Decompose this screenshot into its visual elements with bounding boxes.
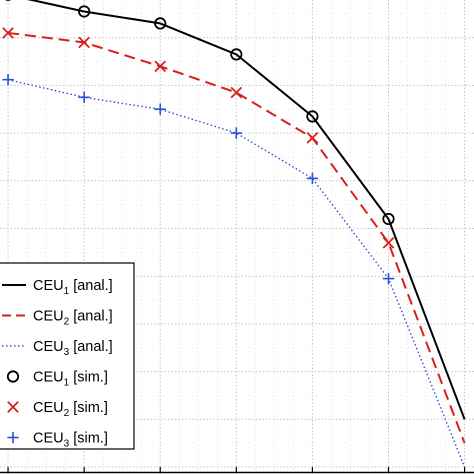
data-point [306, 172, 319, 185]
legend-label-subscript: 1 [64, 286, 70, 297]
series-ceu1_anal [27, 0, 466, 420]
legend-swatch-marker [7, 431, 19, 444]
marker-stroke [154, 60, 167, 73]
marker-stroke [2, 27, 14, 39]
series-ceu1_sim [4, 0, 395, 226]
legend-label-suffix: [anal.] [69, 278, 113, 294]
legend-label-main: CEU [33, 431, 64, 447]
data-point [230, 86, 243, 99]
marker-stroke [306, 132, 319, 144]
legend-label-subscript: 2 [64, 317, 70, 328]
legend-label: CEU1 [anal.] [33, 278, 113, 297]
legend-label-main: CEU [33, 339, 64, 355]
legend-swatch-marker [7, 401, 19, 413]
data-point [382, 212, 395, 226]
series-ceu2_sim [2, 27, 395, 249]
data-point [78, 91, 90, 104]
legend-label-main: CEU [33, 400, 64, 416]
legend-box [0, 262, 135, 450]
data-point [382, 272, 395, 285]
data-point [154, 60, 167, 73]
legend-entry-ceu1_sim: CEU1 [sim.] [6, 370, 108, 389]
legend-entry-ceu3_sim: CEU3 [sim.] [7, 431, 108, 450]
legend-label-subscript: 1 [64, 378, 70, 389]
marker-stroke [382, 236, 395, 249]
legend-label-main: CEU [33, 309, 64, 325]
marker-stroke [78, 36, 90, 49]
legend: CEU1 [anal.]CEU2 [anal.]CEU3 [anal.]CEU1… [0, 262, 135, 450]
legend-label: CEU2 [sim.] [33, 400, 108, 419]
legend-label-subscript: 2 [64, 408, 70, 419]
data-point [78, 5, 91, 18]
data-point [2, 73, 14, 86]
data-point [154, 103, 166, 115]
data-point [306, 132, 319, 144]
marker-stroke [7, 401, 19, 413]
legend-label-suffix: [anal.] [69, 309, 113, 325]
data-point [230, 48, 243, 61]
marker-stroke [230, 86, 243, 99]
legend-swatch-marker [6, 370, 20, 383]
data-point [78, 36, 90, 49]
data-point [2, 27, 14, 39]
legend-label-suffix: [sim.] [69, 370, 108, 386]
data-point [154, 17, 167, 30]
legend-label: CEU2 [anal.] [33, 309, 113, 328]
legend-entry-ceu3_anal: CEU3 [anal.] [2, 339, 113, 358]
legend-label-subscript: 3 [64, 439, 70, 450]
data-point [382, 236, 395, 249]
legend-entry-ceu2_sim: CEU2 [sim.] [7, 400, 108, 419]
data-point [230, 127, 243, 139]
legend-label-suffix: [sim.] [69, 400, 108, 416]
series-line [27, 0, 466, 420]
series-layer [2, 0, 466, 468]
legend-entry-ceu1_anal: CEU1 [anal.] [2, 278, 113, 297]
legend-label-main: CEU [33, 278, 64, 294]
series-ceu3_sim [2, 73, 395, 285]
legend-label: CEU3 [anal.] [33, 339, 113, 358]
data-point [306, 110, 319, 123]
legend-label-suffix: [anal.] [69, 339, 113, 355]
legend-entry-ceu2_anal: CEU2 [anal.] [2, 309, 113, 328]
legend-label-suffix: [sim.] [69, 431, 108, 447]
axes-layer [0, 467, 474, 474]
legend-label-main: CEU [33, 370, 64, 386]
legend-label: CEU1 [sim.] [33, 370, 108, 389]
legend-label-subscript: 3 [64, 347, 70, 358]
legend-label: CEU3 [sim.] [33, 431, 108, 450]
